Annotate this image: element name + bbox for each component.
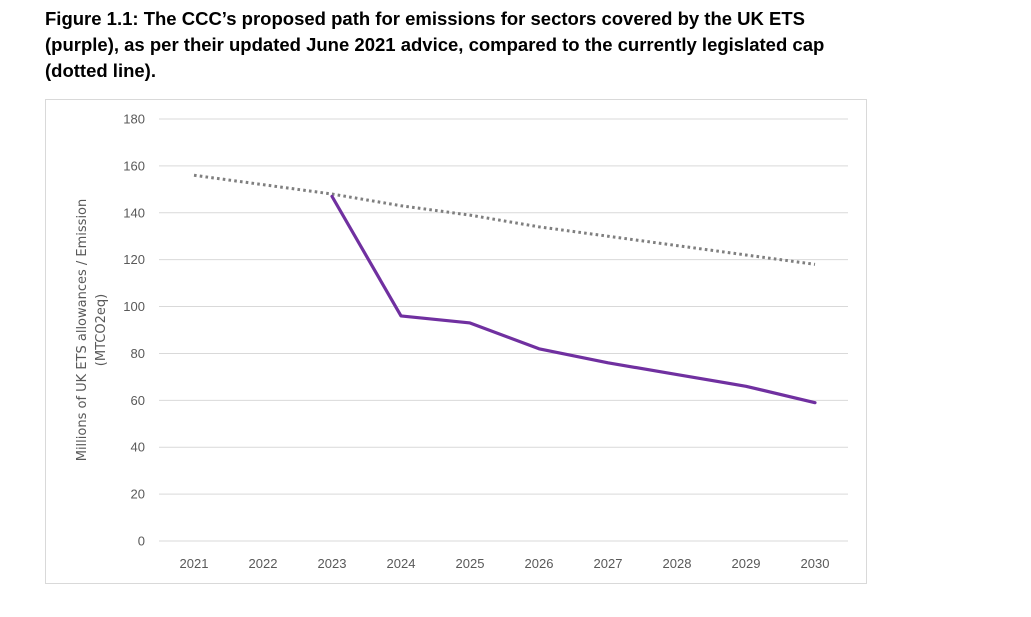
- x-tick-label-2027: 2027: [594, 556, 623, 571]
- y-axis-ticks: 0 20 40 60 80 100 120 140 160 180: [123, 112, 145, 549]
- series-line-ccc-path: [330, 194, 817, 405]
- y-axis-label-line-2: (MTCO2eq): [94, 294, 109, 366]
- x-tick-label-2022: 2022: [249, 556, 278, 571]
- y-tick-label-0: 0: [138, 534, 145, 549]
- y-tick-label-160: 160: [123, 158, 145, 173]
- x-tick-label-2026: 2026: [525, 556, 554, 571]
- y-axis-label-line-1: Millions of UK ETS allowances / Emission: [75, 199, 90, 462]
- x-tick-label-2028: 2028: [663, 556, 692, 571]
- y-tick-label-40: 40: [131, 440, 145, 455]
- caption-line-3: (dotted line).: [45, 60, 156, 81]
- y-tick-label-100: 100: [123, 299, 145, 314]
- x-tick-label-2024: 2024: [387, 556, 416, 571]
- x-axis-ticks: 2021 2022 2023 2024 2025 2026 2027 2028 2029 2030: [180, 556, 830, 571]
- y-tick-label-140: 140: [123, 205, 145, 220]
- y-tick-label-60: 60: [131, 393, 145, 408]
- y-tick-label-20: 20: [131, 487, 145, 502]
- figure-caption: Figure 1.1: The CCC’s proposed path for …: [45, 6, 995, 84]
- chart-frame: [45, 99, 867, 584]
- y-tick-label-120: 120: [123, 252, 145, 267]
- x-tick-label-2023: 2023: [318, 556, 347, 571]
- x-tick-label-2029: 2029: [732, 556, 761, 571]
- series-lines: [193, 173, 817, 405]
- x-tick-label-2025: 2025: [456, 556, 485, 571]
- y-tick-label-180: 180: [123, 112, 145, 127]
- gridlines: [159, 118, 848, 542]
- x-tick-label-2021: 2021: [180, 556, 209, 571]
- caption-line-2: (purple), as per their updated June 2021…: [45, 34, 825, 55]
- y-tick-label-80: 80: [131, 346, 145, 361]
- x-tick-label-2030: 2030: [801, 556, 830, 571]
- series-line-legislated-cap: [193, 173, 816, 266]
- caption-line-1: Figure 1.1: The CCC’s proposed path for …: [45, 8, 806, 29]
